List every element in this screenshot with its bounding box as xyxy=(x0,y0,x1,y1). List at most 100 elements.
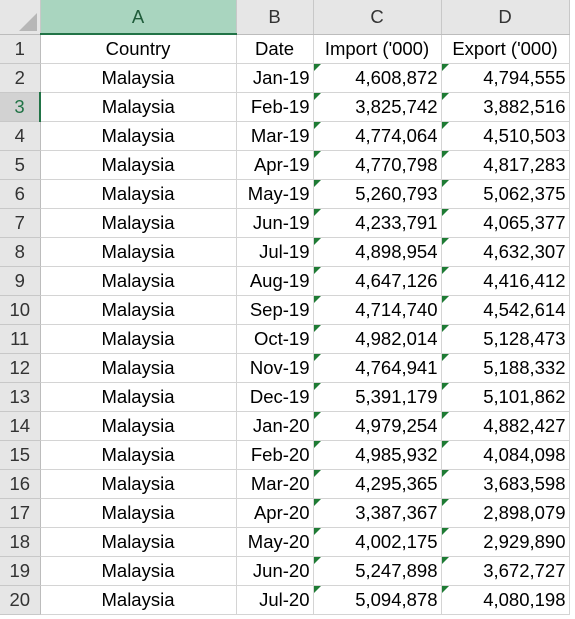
cell-date[interactable]: Sep-19 xyxy=(236,295,314,325)
cell-date[interactable]: Jun-19 xyxy=(236,208,314,238)
cell-export[interactable]: 3,683,598 xyxy=(441,469,570,499)
row-header[interactable]: 18 xyxy=(0,527,41,557)
row-header-1[interactable]: 1 xyxy=(0,34,41,64)
row-header[interactable]: 9 xyxy=(0,266,41,296)
cell-export[interactable]: 5,101,862 xyxy=(441,382,570,412)
cell-country[interactable]: Malaysia xyxy=(40,382,237,412)
cell-export[interactable]: 4,882,427 xyxy=(441,411,570,441)
cell-date[interactable]: Aug-19 xyxy=(236,266,314,296)
cell-date[interactable]: Dec-19 xyxy=(236,382,314,412)
row-header[interactable]: 11 xyxy=(0,324,41,354)
cell-date[interactable]: Apr-19 xyxy=(236,150,314,180)
cell-import[interactable]: 4,295,365 xyxy=(313,469,442,499)
row-header[interactable]: 3 xyxy=(0,92,41,122)
cell-import-header[interactable]: Import ('000) xyxy=(313,34,442,64)
cell-date[interactable]: Mar-19 xyxy=(236,121,314,151)
cell-date[interactable]: Jan-19 xyxy=(236,63,314,93)
cell-export[interactable]: 3,672,727 xyxy=(441,556,570,586)
row-header[interactable]: 5 xyxy=(0,150,41,180)
row-header[interactable]: 15 xyxy=(0,440,41,470)
row-header[interactable]: 16 xyxy=(0,469,41,499)
cell-country[interactable]: Malaysia xyxy=(40,324,237,354)
column-header-d[interactable]: D xyxy=(441,0,570,35)
cell-country[interactable]: Malaysia xyxy=(40,237,237,267)
cell-import[interactable]: 5,260,793 xyxy=(313,179,442,209)
cell-country[interactable]: Malaysia xyxy=(40,179,237,209)
cell-export[interactable]: 4,510,503 xyxy=(441,121,570,151)
cell-import[interactable]: 4,714,740 xyxy=(313,295,442,325)
cell-export-header[interactable]: Export ('000) xyxy=(441,34,570,64)
cell-date[interactable]: Nov-19 xyxy=(236,353,314,383)
cell-country[interactable]: Malaysia xyxy=(40,498,237,528)
cell-export[interactable]: 5,062,375 xyxy=(441,179,570,209)
column-header-b[interactable]: B xyxy=(236,0,314,35)
cell-country[interactable]: Malaysia xyxy=(40,440,237,470)
cell-import[interactable]: 5,094,878 xyxy=(313,585,442,615)
cell-import[interactable]: 5,391,179 xyxy=(313,382,442,412)
cell-country-header[interactable]: Country xyxy=(40,34,237,64)
cell-country[interactable]: Malaysia xyxy=(40,63,237,93)
cell-country[interactable]: Malaysia xyxy=(40,585,237,615)
cell-import[interactable]: 3,387,367 xyxy=(313,498,442,528)
cell-export[interactable]: 2,929,890 xyxy=(441,527,570,557)
cell-country[interactable]: Malaysia xyxy=(40,92,237,122)
column-header-a[interactable]: A xyxy=(40,0,237,35)
cell-export[interactable]: 4,817,283 xyxy=(441,150,570,180)
cell-import[interactable]: 4,774,064 xyxy=(313,121,442,151)
cell-import[interactable]: 4,608,872 xyxy=(313,63,442,93)
row-header[interactable]: 2 xyxy=(0,63,41,93)
cell-date-header[interactable]: Date xyxy=(236,34,314,64)
cell-import[interactable]: 4,898,954 xyxy=(313,237,442,267)
row-header[interactable]: 7 xyxy=(0,208,41,238)
row-header[interactable]: 14 xyxy=(0,411,41,441)
cell-import[interactable]: 4,233,791 xyxy=(313,208,442,238)
cell-country[interactable]: Malaysia xyxy=(40,527,237,557)
cell-import[interactable]: 4,002,175 xyxy=(313,527,442,557)
cell-import[interactable]: 3,825,742 xyxy=(313,92,442,122)
cell-export[interactable]: 5,188,332 xyxy=(441,353,570,383)
cell-import[interactable]: 5,247,898 xyxy=(313,556,442,586)
row-header[interactable]: 10 xyxy=(0,295,41,325)
cell-export[interactable]: 4,084,098 xyxy=(441,440,570,470)
cell-date[interactable]: Jan-20 xyxy=(236,411,314,441)
row-header[interactable]: 17 xyxy=(0,498,41,528)
row-header[interactable]: 8 xyxy=(0,237,41,267)
cell-import[interactable]: 4,770,798 xyxy=(313,150,442,180)
cell-country[interactable]: Malaysia xyxy=(40,150,237,180)
cell-export[interactable]: 5,128,473 xyxy=(441,324,570,354)
cell-import[interactable]: 4,764,941 xyxy=(313,353,442,383)
cell-country[interactable]: Malaysia xyxy=(40,208,237,238)
cell-country[interactable]: Malaysia xyxy=(40,469,237,499)
cell-country[interactable]: Malaysia xyxy=(40,556,237,586)
row-header[interactable]: 13 xyxy=(0,382,41,412)
cell-date[interactable]: Apr-20 xyxy=(236,498,314,528)
cell-country[interactable]: Malaysia xyxy=(40,411,237,441)
cell-export[interactable]: 4,080,198 xyxy=(441,585,570,615)
cell-date[interactable]: Mar-20 xyxy=(236,469,314,499)
cell-export[interactable]: 2,898,079 xyxy=(441,498,570,528)
row-header[interactable]: 19 xyxy=(0,556,41,586)
cell-export[interactable]: 4,542,614 xyxy=(441,295,570,325)
cell-date[interactable]: May-19 xyxy=(236,179,314,209)
cell-import[interactable]: 4,979,254 xyxy=(313,411,442,441)
cell-export[interactable]: 4,065,377 xyxy=(441,208,570,238)
cell-date[interactable]: Feb-19 xyxy=(236,92,314,122)
cell-import[interactable]: 4,982,014 xyxy=(313,324,442,354)
cell-date[interactable]: Feb-20 xyxy=(236,440,314,470)
cell-date[interactable]: Jun-20 xyxy=(236,556,314,586)
cell-date[interactable]: Oct-19 xyxy=(236,324,314,354)
cell-country[interactable]: Malaysia xyxy=(40,295,237,325)
cell-export[interactable]: 3,882,516 xyxy=(441,92,570,122)
row-header[interactable]: 4 xyxy=(0,121,41,151)
cell-import[interactable]: 4,647,126 xyxy=(313,266,442,296)
row-header[interactable]: 12 xyxy=(0,353,41,383)
cell-country[interactable]: Malaysia xyxy=(40,266,237,296)
cell-date[interactable]: May-20 xyxy=(236,527,314,557)
cell-date[interactable]: Jul-20 xyxy=(236,585,314,615)
row-header[interactable]: 20 xyxy=(0,585,41,615)
row-header[interactable]: 6 xyxy=(0,179,41,209)
cell-date[interactable]: Jul-19 xyxy=(236,237,314,267)
column-header-c[interactable]: C xyxy=(313,0,442,35)
cell-country[interactable]: Malaysia xyxy=(40,121,237,151)
cell-export[interactable]: 4,794,555 xyxy=(441,63,570,93)
